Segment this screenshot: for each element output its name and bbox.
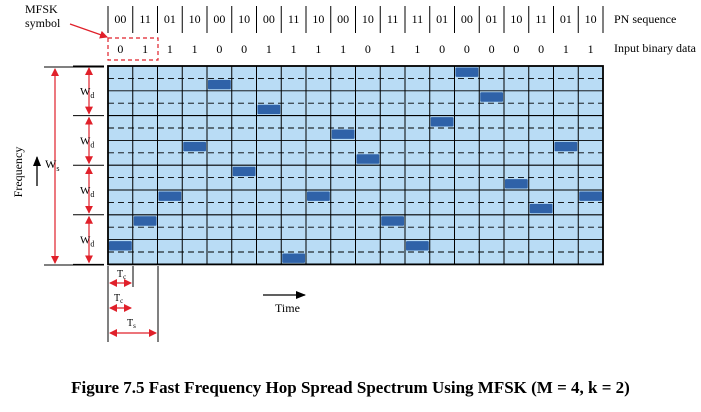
input-bit: 0 xyxy=(365,42,371,56)
input-bit: 1 xyxy=(167,42,173,56)
pn-sequence-label: PN sequence xyxy=(614,12,676,26)
input-bit: 1 xyxy=(340,42,346,56)
input-bit: 1 xyxy=(414,42,420,56)
ws-label: Ws xyxy=(45,157,59,173)
pn-value: 01 xyxy=(560,12,572,26)
hop-marker xyxy=(356,154,380,164)
input-bit: 0 xyxy=(513,42,519,56)
pn-value: 10 xyxy=(238,12,250,26)
input-bit: 0 xyxy=(538,42,544,56)
tc-label: Tc xyxy=(114,293,123,305)
pn-value: 10 xyxy=(312,12,324,26)
mfsk-label-line2: symbol xyxy=(25,16,61,30)
pn-value: 00 xyxy=(461,12,473,26)
input-bit: 0 xyxy=(464,42,470,56)
hop-marker xyxy=(430,117,454,127)
hop-marker xyxy=(133,216,157,226)
wd-label: Wd xyxy=(80,135,94,149)
input-bit: 0 xyxy=(439,42,445,56)
hop-marker xyxy=(109,241,132,251)
hop-marker xyxy=(529,203,553,214)
frequency-time-grid xyxy=(107,65,604,266)
input-bit: 1 xyxy=(142,42,148,56)
figure-caption: Figure 7.5 Fast Frequency Hop Spread Spe… xyxy=(71,378,630,397)
t-label: Tc xyxy=(117,269,126,281)
pn-value: 10 xyxy=(189,12,201,26)
hop-marker xyxy=(208,79,231,90)
frequency-label: Frequency xyxy=(11,147,25,198)
pn-value: 10 xyxy=(585,12,597,26)
pn-value: 00 xyxy=(263,12,275,26)
pn-value: 11 xyxy=(139,12,151,26)
mfsk-pointer-arrow xyxy=(69,23,108,39)
input-binary-data-label: Input binary data xyxy=(614,41,697,55)
input-bit: 0 xyxy=(241,42,247,56)
wd-label: Wd xyxy=(80,185,94,199)
hop-marker xyxy=(381,216,404,226)
pn-value: 10 xyxy=(510,12,522,26)
pn-value: 00 xyxy=(213,12,225,26)
wd-label: Wd xyxy=(80,235,94,249)
pn-value: 01 xyxy=(486,12,498,26)
hop-marker xyxy=(307,191,330,201)
pn-value: 11 xyxy=(412,12,424,26)
pn-value: 11 xyxy=(535,12,547,26)
pn-sequence-row: 00 11 01 10 00 10 00 11 10 00 10 11 11 01 00 01 10 11 01 10 xyxy=(107,6,604,33)
hop-marker xyxy=(579,191,602,201)
input-bit: 1 xyxy=(192,42,198,56)
mfsk-symbol-box xyxy=(107,37,159,61)
input-bit: 1 xyxy=(315,42,321,56)
mfsk-label-line1: MFSK xyxy=(25,2,58,16)
hop-marker xyxy=(158,191,182,201)
ws-annotation: Ws xyxy=(44,66,104,266)
hop-marker xyxy=(554,141,578,152)
input-bit: 1 xyxy=(563,42,569,56)
hop-marker xyxy=(183,141,206,152)
wd-annotations: Wd Wd Wd Wd xyxy=(73,65,104,265)
pn-value: 00 xyxy=(337,12,349,26)
hop-marker xyxy=(505,179,528,189)
pn-value: 11 xyxy=(387,12,399,26)
time-annotations: Tc Tc Ts xyxy=(107,266,159,342)
input-bit: 1 xyxy=(266,42,272,56)
input-bits-row: 0 1 1 1 0 0 1 1 1 1 0 1 1 0 0 0 0 0 1 1 xyxy=(117,42,593,56)
pn-value: 01 xyxy=(164,12,176,26)
input-bit: 0 xyxy=(216,42,222,56)
hop-marker xyxy=(331,129,355,139)
pn-value: 01 xyxy=(436,12,448,26)
time-label: Time xyxy=(275,301,300,315)
hop-marker xyxy=(455,67,479,77)
hop-marker xyxy=(480,92,503,102)
pn-value: 11 xyxy=(288,12,300,26)
hop-marker xyxy=(232,166,256,177)
input-bit: 1 xyxy=(390,42,396,56)
pn-value: 00 xyxy=(114,12,126,26)
input-bit: 1 xyxy=(588,42,594,56)
input-bit: 0 xyxy=(489,42,495,56)
hop-marker xyxy=(406,241,429,251)
hop-marker xyxy=(257,104,281,115)
input-bit: 1 xyxy=(291,42,297,56)
input-bit: 0 xyxy=(117,42,123,56)
pn-value: 10 xyxy=(362,12,374,26)
wd-label: Wd xyxy=(80,86,94,100)
hop-marker xyxy=(282,253,305,263)
ts-label: Ts xyxy=(127,318,136,330)
hop-markers xyxy=(109,67,602,263)
